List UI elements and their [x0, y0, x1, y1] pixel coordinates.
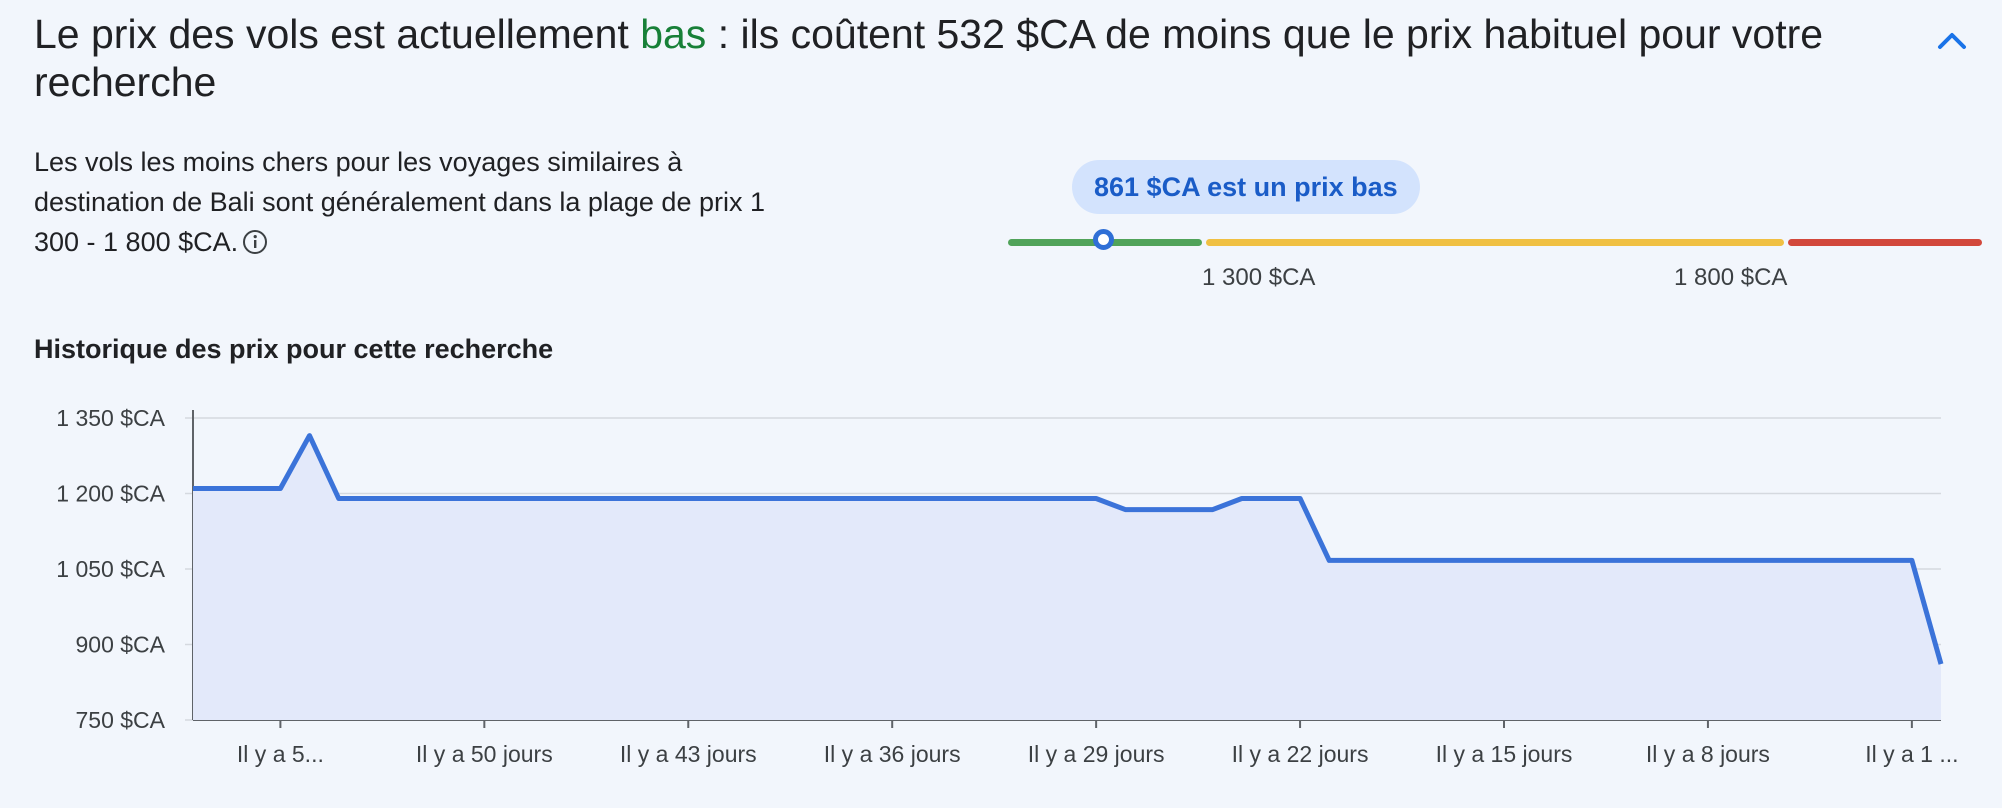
info-icon[interactable] — [242, 226, 268, 266]
x-tick-label: Il y a 43 jours — [620, 741, 757, 767]
range-typical-segment — [1206, 239, 1784, 246]
x-tick-label: Il y a 5... — [237, 741, 324, 767]
current-price-marker — [1093, 229, 1114, 250]
y-tick-label: 750 $CA — [75, 707, 165, 733]
price-line — [193, 433, 1944, 665]
y-tick-label: 900 $CA — [75, 632, 165, 658]
price-level: bas — [640, 11, 707, 57]
price-history-title: Historique des prix pour cette recherche — [34, 334, 554, 364]
price-range-description: Les vols les moins chers pour les voyage… — [34, 142, 814, 266]
y-tick-label: 1 050 $CA — [56, 556, 165, 582]
collapse-button[interactable] — [1930, 20, 1974, 60]
range-high-segment — [1788, 239, 1982, 246]
x-tick-label: Il y a 36 jours — [824, 741, 961, 767]
price-insight-headline: Le prix des vols est actuellement bas : … — [34, 10, 1914, 106]
headline-prefix: Le prix des vols est actuellement — [34, 11, 641, 57]
x-tick-label: Il y a 22 jours — [1232, 741, 1369, 767]
x-tick-label: Il y a 29 jours — [1028, 741, 1165, 767]
x-tick-label: Il y a 1 ... — [1865, 741, 1958, 767]
price-area — [193, 435, 1941, 720]
current-price-bubble: 861 $CA est un prix bas — [1072, 160, 1420, 214]
headline-suffix: : ils coûtent 532 $CA de moins que le pr… — [34, 11, 1824, 105]
y-tick-label: 1 200 $CA — [56, 481, 165, 507]
x-tick-label: Il y a 50 jours — [416, 741, 553, 767]
chevron-up-icon — [1938, 33, 1966, 49]
range-high-label: 1 800 $CA — [1674, 264, 1788, 291]
price-history-chart: 1 350 $CA 1 200 $CA 1 050 $CA 900 $CA 750 $C… — [56, 405, 1958, 767]
range-low-label: 1 300 $CA — [1202, 264, 1316, 291]
description-text: Les vols les moins chers pour les voyage… — [34, 147, 765, 257]
x-tick-label: Il y a 8 jours — [1646, 741, 1770, 767]
y-tick-label: 1 350 $CA — [56, 405, 165, 431]
x-tick-label: Il y a 15 jours — [1436, 741, 1573, 767]
